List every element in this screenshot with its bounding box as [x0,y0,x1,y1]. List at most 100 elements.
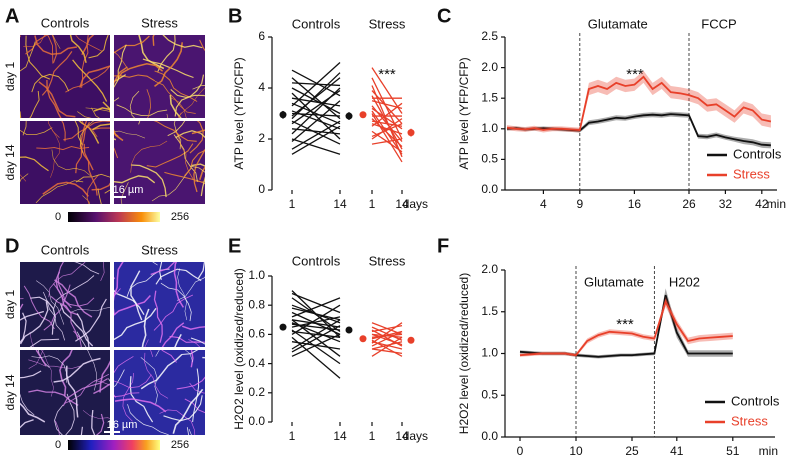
x-tick-label: 0 [517,444,524,457]
fiber [88,35,109,59]
fiber [190,350,194,368]
fiber [184,398,205,414]
fiber [53,275,95,309]
y-tick-label: 0.0 [248,414,265,428]
fiber [127,404,169,435]
y-tick-label: 4 [258,80,265,94]
paired-line [371,138,403,145]
fiber [75,298,107,342]
fiber [20,393,35,416]
fiber [73,330,82,347]
x-tick-label: 1 [369,429,376,443]
fiber [200,176,205,197]
fiber [93,107,110,112]
paired-line [371,348,403,355]
fiber [85,107,110,112]
fibers [20,262,110,347]
fiber [65,393,75,435]
fiber [23,35,46,47]
paired-line [291,307,341,321]
legend-label: Controls [731,393,780,408]
fiber [170,88,205,98]
fiber [91,107,100,118]
fiber [53,357,101,383]
fiber [173,121,182,150]
fiber [130,270,143,321]
fiber [190,337,205,345]
fiber [154,80,196,114]
fiber [20,312,27,344]
x-tick-label: 42 [755,197,769,211]
annotation: *** [378,66,396,83]
fiber [184,350,194,363]
row-label: day 1 [3,289,17,319]
colorbar [68,440,160,450]
fiber [80,121,95,154]
fiber [150,262,176,276]
y-tick-label: 1.0 [481,346,498,360]
fiber [122,372,135,422]
panel-letter: C [437,5,451,27]
fiber [20,156,49,172]
fiber [31,355,68,383]
fiber [63,121,110,141]
fiber [61,121,66,142]
x-tick-label: 16 [628,197,642,211]
fiber [38,81,76,118]
paired-line [291,336,341,379]
fiber [153,121,197,142]
fiber [177,268,188,321]
paired-line [371,110,403,155]
fiber [72,59,108,102]
fiber [76,313,90,347]
fiber [30,296,56,335]
fiber [87,350,97,391]
fiber [78,121,100,144]
fiber [50,127,60,178]
x-tick-label: 14 [333,197,347,211]
fiber [129,90,140,118]
fiber [20,310,44,321]
paired-line [291,341,341,350]
fiber [29,338,60,347]
fiber [95,413,105,435]
paired-line [371,118,403,140]
fibers [20,35,110,118]
x-axis-unit: min [759,444,778,457]
y-tick-label: 0.4 [248,356,265,370]
fiber [173,262,185,308]
paired-line [371,333,403,338]
fiber [173,134,198,182]
fiber [162,35,203,49]
y-tick-label: 1.0 [481,121,498,135]
fiber [130,164,167,198]
paired-line [291,97,341,107]
x-tick-label: 9 [576,197,583,211]
fiber [120,182,129,204]
fiber [81,121,98,138]
group-label: Controls [292,16,341,31]
event-label: Glutamate [588,16,648,31]
paired-line [371,67,403,114]
fiber [20,402,46,423]
fiber [76,331,87,347]
x-axis-unit: days [403,429,428,443]
fiber [181,350,199,356]
mean-dot [279,323,287,331]
paired-line [371,90,403,125]
paired-line [291,77,341,117]
fiber [164,171,205,185]
fiber [157,35,176,72]
annotation: *** [616,316,634,333]
fiber [193,148,205,193]
fiber [114,44,127,88]
fiber [114,392,140,398]
paired-line [291,304,341,335]
fiber [50,295,79,340]
error-band [507,70,771,133]
y-tick-label: 0.5 [481,387,498,401]
column-title: Controls [41,242,90,257]
y-tick-label: 1.5 [481,90,498,104]
fiber [126,268,170,297]
fiber [191,129,205,135]
